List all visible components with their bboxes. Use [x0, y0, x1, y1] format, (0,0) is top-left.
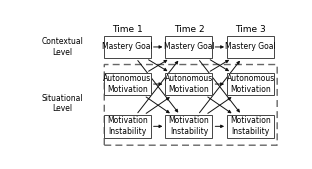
FancyBboxPatch shape: [165, 35, 212, 58]
FancyBboxPatch shape: [165, 115, 212, 138]
Text: Motivation
Instability: Motivation Instability: [107, 116, 148, 136]
FancyBboxPatch shape: [104, 35, 151, 58]
Text: Time 1: Time 1: [112, 25, 143, 34]
Text: Mastery Goal: Mastery Goal: [225, 42, 276, 51]
FancyBboxPatch shape: [165, 73, 212, 95]
Text: Mastery Goal: Mastery Goal: [102, 42, 153, 51]
Text: Situational
Level: Situational Level: [41, 94, 83, 113]
Text: Autonomous
Motivation: Autonomous Motivation: [165, 74, 213, 94]
Text: Autonomous
Motivation: Autonomous Motivation: [103, 74, 151, 94]
FancyBboxPatch shape: [227, 35, 274, 58]
FancyBboxPatch shape: [104, 115, 151, 138]
Text: Motivation
Instability: Motivation Instability: [168, 116, 209, 136]
Text: Time 2: Time 2: [173, 25, 204, 34]
Text: Time 3: Time 3: [235, 25, 266, 34]
Text: Autonomous
Motivation: Autonomous Motivation: [227, 74, 275, 94]
Text: Contextual
Level: Contextual Level: [41, 37, 83, 57]
FancyBboxPatch shape: [227, 115, 274, 138]
FancyBboxPatch shape: [227, 73, 274, 95]
FancyBboxPatch shape: [104, 73, 151, 95]
Text: Mastery Goal: Mastery Goal: [163, 42, 214, 51]
Text: Motivation
Instability: Motivation Instability: [230, 116, 271, 136]
